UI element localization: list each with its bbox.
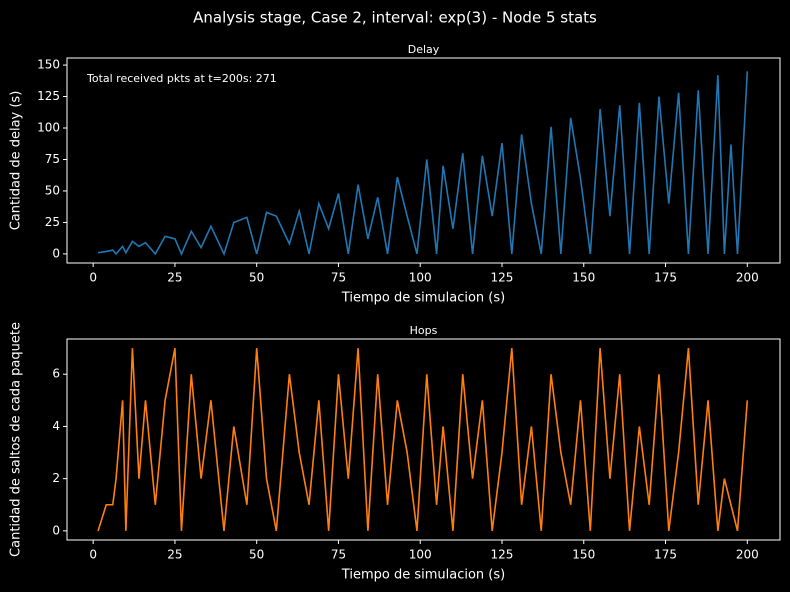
x-tick-label: 25 bbox=[167, 548, 182, 562]
x-axis-label: Tiempo de simulacion (s) bbox=[341, 291, 505, 306]
y-tick-label: 0 bbox=[52, 246, 60, 260]
x-tick-label: 100 bbox=[409, 548, 432, 562]
x-tick-label: 200 bbox=[736, 548, 759, 562]
y-tick-label: 2 bbox=[52, 471, 60, 485]
x-tick-label: 175 bbox=[654, 548, 677, 562]
x-tick-label: 0 bbox=[89, 548, 97, 562]
x-tick-label: 100 bbox=[409, 271, 432, 285]
x-tick-label: 25 bbox=[167, 271, 182, 285]
x-tick-label: 50 bbox=[249, 271, 264, 285]
y-tick-label: 50 bbox=[45, 183, 60, 197]
x-tick-label: 75 bbox=[331, 548, 346, 562]
x-tick-label: 150 bbox=[572, 548, 595, 562]
y-tick-label: 4 bbox=[52, 419, 60, 433]
axes-frame bbox=[66, 338, 781, 541]
data-line bbox=[97, 347, 749, 532]
x-tick-label: 200 bbox=[736, 271, 759, 285]
y-tick-label: 150 bbox=[37, 58, 60, 72]
y-tick-label: 25 bbox=[45, 215, 60, 229]
subplot-title: Hops bbox=[410, 324, 438, 337]
figure-title: Analysis stage, Case 2, interval: exp(3)… bbox=[193, 9, 597, 27]
x-tick-label: 150 bbox=[572, 271, 595, 285]
x-tick-label: 75 bbox=[331, 271, 346, 285]
y-tick-label: 75 bbox=[45, 152, 60, 166]
y-tick-label: 6 bbox=[52, 367, 60, 381]
y-tick-label: 125 bbox=[37, 89, 60, 103]
x-tick-label: 0 bbox=[89, 271, 97, 285]
x-tick-label: 175 bbox=[654, 271, 677, 285]
x-tick-label: 50 bbox=[249, 548, 264, 562]
x-tick-label: 125 bbox=[491, 271, 514, 285]
x-tick-label: 125 bbox=[491, 548, 514, 562]
data-line bbox=[97, 71, 749, 257]
x-axis-label: Tiempo de simulacion (s) bbox=[341, 568, 505, 583]
axes-frame bbox=[66, 57, 781, 264]
subplot-title: Delay bbox=[408, 43, 440, 56]
y-axis-label: Cantidad de delay (s) bbox=[9, 91, 24, 231]
y-axis-label: Cantidad de saltos de cada paquete bbox=[9, 322, 24, 557]
y-tick-label: 100 bbox=[37, 121, 60, 135]
y-tick-label: 0 bbox=[52, 523, 60, 537]
annotation: Total received pkts at t=200s: 271 bbox=[86, 72, 277, 85]
